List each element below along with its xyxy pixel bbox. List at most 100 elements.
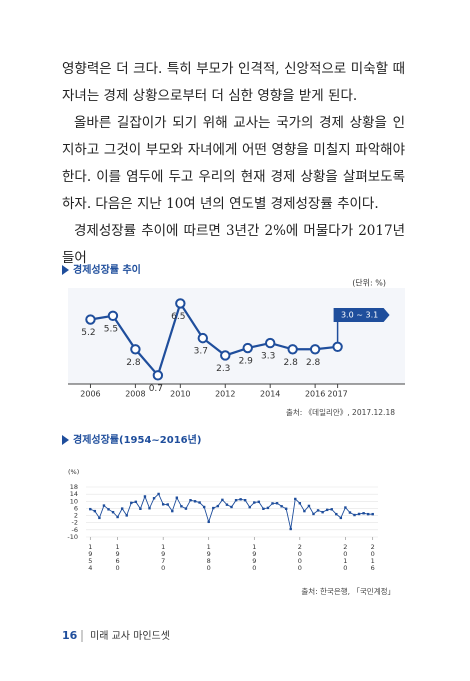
x-tick-label: 2000 — [297, 543, 302, 572]
data-point — [107, 508, 110, 511]
value-label: 2.8 — [284, 358, 299, 368]
data-point — [321, 510, 324, 514]
data-point — [312, 512, 315, 516]
data-point — [225, 503, 229, 506]
page-number: 16 — [62, 629, 78, 642]
data-point — [166, 503, 169, 506]
data-point — [280, 505, 283, 508]
data-point — [202, 505, 206, 509]
data-point — [102, 504, 106, 507]
value-label: 5.2 — [81, 328, 95, 338]
data-point — [171, 509, 174, 513]
data-point — [265, 337, 276, 349]
data-point — [271, 502, 274, 505]
x-tick-label: 2016 — [305, 390, 325, 399]
y-tick-label: -2 — [72, 519, 78, 527]
data-point — [325, 508, 329, 512]
y-tick-label: 6 — [74, 504, 78, 512]
data-point — [294, 497, 297, 501]
data-point — [139, 507, 142, 510]
data-point — [130, 344, 141, 355]
value-label: 5.5 — [104, 324, 118, 334]
data-point — [198, 501, 201, 504]
data-point — [243, 499, 247, 502]
data-point — [371, 512, 374, 516]
series-line — [90, 493, 373, 530]
data-point — [175, 298, 186, 309]
data-point — [207, 520, 210, 524]
data-point — [197, 332, 209, 344]
data-point — [175, 496, 179, 499]
data-point — [335, 512, 338, 516]
data-point — [152, 370, 164, 381]
data-point — [152, 497, 156, 500]
plot-background — [68, 288, 405, 384]
data-point — [353, 513, 356, 517]
x-tick-label: 1990 — [252, 543, 257, 572]
x-tick-label: 2006 — [80, 390, 100, 399]
data-point — [348, 511, 352, 514]
data-point — [284, 507, 288, 510]
chart-unit: (%) — [68, 468, 79, 476]
x-tick-label: 1980 — [206, 543, 211, 572]
x-tick-label: 1970 — [161, 543, 166, 572]
data-point — [89, 507, 92, 511]
data-point — [212, 506, 215, 510]
chart-source: 출처: 한국은행, 「국민계정」 — [301, 586, 395, 596]
data-point — [266, 506, 270, 510]
data-point — [257, 500, 261, 504]
data-point — [125, 514, 128, 517]
data-point — [143, 495, 147, 498]
data-point — [275, 502, 279, 505]
x-tick-label: 2010 — [170, 390, 190, 399]
data-point — [316, 509, 320, 512]
data-point — [157, 492, 160, 496]
y-tick-label: -6 — [72, 526, 78, 534]
data-point — [298, 502, 302, 505]
data-point — [239, 498, 242, 501]
data-point — [344, 506, 347, 509]
data-point — [234, 499, 238, 502]
data-point — [362, 512, 365, 515]
data-point — [116, 515, 119, 519]
data-point — [357, 512, 361, 516]
data-point — [111, 510, 115, 514]
data-point — [184, 507, 188, 510]
data-point — [289, 527, 292, 531]
data-point — [339, 516, 343, 520]
x-tick-label: 2010 — [343, 543, 348, 572]
title-marker — [62, 265, 69, 275]
book-title: 미래 교사 마인드셋 — [90, 630, 170, 642]
chart-title: 경제성장률 추이 — [73, 263, 141, 276]
data-point — [330, 508, 333, 511]
x-tick-label: 1960 — [115, 543, 120, 572]
x-tick-label: 1954 — [88, 543, 93, 572]
data-point — [262, 507, 265, 510]
annotation: 3.0 ~ 3.1 — [341, 311, 378, 320]
paragraph: 영향력은 더 크다. 특히 부모가 인격적, 신앙적으로 미숙할 때 자녀는 경… — [62, 61, 405, 104]
x-tick-label: 2008 — [125, 390, 145, 399]
annotation-flag — [333, 308, 390, 322]
data-point — [221, 498, 224, 502]
data-point — [332, 341, 343, 352]
data-point — [180, 505, 183, 508]
body-text: 영향력은 더 크다. 특히 부모가 인격적, 신앙적으로 미숙할 때 자녀는 경… — [62, 56, 405, 272]
data-point — [134, 500, 138, 504]
data-point — [189, 499, 192, 502]
chart-title: 경제성장률(1954~2016년) — [73, 433, 201, 446]
data-point — [303, 509, 306, 513]
value-label: 0.7 — [149, 384, 163, 394]
data-point — [242, 342, 253, 354]
paragraph: 경제성장률 추이에 따르면 3년간 2%에 머물다가 2017년 들어 — [62, 223, 405, 266]
data-point — [85, 314, 96, 325]
y-tick-label: 2 — [74, 512, 78, 520]
data-point — [193, 500, 197, 503]
data-point — [253, 501, 256, 504]
data-point — [161, 503, 165, 506]
data-point — [230, 505, 233, 509]
y-tick-label: 10 — [70, 497, 78, 505]
data-point — [148, 507, 151, 510]
value-label: 3.3 — [261, 352, 275, 362]
